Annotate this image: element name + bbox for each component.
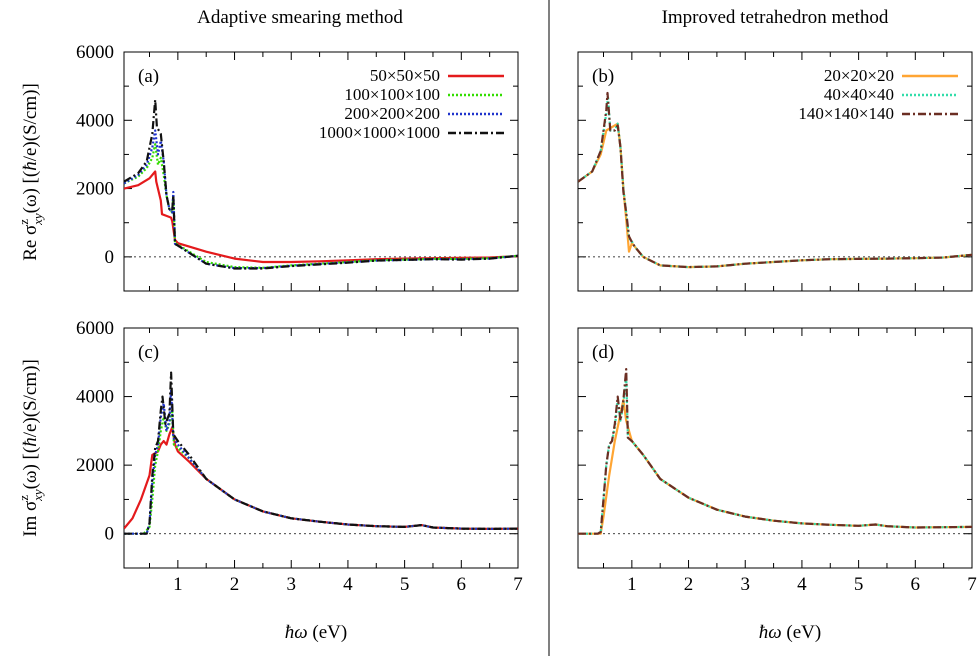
x-tick-label: 5 <box>400 574 410 595</box>
x-tick-label: 7 <box>967 574 977 595</box>
x-tick-label: 1 <box>173 574 183 595</box>
panel-label: (a) <box>138 66 159 87</box>
x-tick-label: 2 <box>684 574 694 595</box>
series-line <box>578 122 972 269</box>
y-tick-label: 6000 <box>76 42 114 63</box>
x-tick-label: 5 <box>854 574 864 595</box>
panel-label: (b) <box>592 66 614 87</box>
y-tick-label: 0 <box>105 524 115 545</box>
plot-frame <box>577 51 973 292</box>
chart-panel: 0 2000 4000 6000 (a) 50×50×50100×100×100200×2… <box>76 42 519 292</box>
column-title-left: Adaptive smearing method <box>197 7 403 28</box>
x-tick-label: 4 <box>343 574 353 595</box>
series-line <box>124 426 518 530</box>
y-tick-label: 6000 <box>76 318 114 339</box>
series-line <box>578 374 972 535</box>
panel-label: (c) <box>138 342 159 363</box>
series-line <box>124 409 518 535</box>
chart-panel: 0 2000 4000 6000 1 2 3 4 5 6 7 (c) <box>76 318 523 595</box>
legend-label: 200×200×200 <box>344 104 440 123</box>
series-line <box>578 368 972 535</box>
series-line <box>124 170 518 264</box>
legend-label: 50×50×50 <box>370 66 440 85</box>
y-tick-label: 2000 <box>76 455 114 476</box>
x-tick-label: 7 <box>513 574 523 595</box>
legend-label: 140×140×140 <box>798 104 894 123</box>
series-line <box>578 91 972 269</box>
x-tick-label: 1 <box>627 574 637 595</box>
legend-label: 100×100×100 <box>344 85 440 104</box>
series-line <box>124 98 518 270</box>
panel-label: (d) <box>592 342 614 363</box>
plot-frame <box>123 327 519 569</box>
y-tick-label: 4000 <box>76 110 114 131</box>
series-line <box>124 371 518 535</box>
x-tick-label: 2 <box>230 574 240 595</box>
x-axis-label-right: ħω (eV) <box>759 622 821 643</box>
plot-frame <box>123 51 519 292</box>
x-tick-label: 6 <box>457 574 467 595</box>
plot-frame <box>577 327 973 569</box>
y-tick-label: 4000 <box>76 387 114 408</box>
y-axis-label-top: Re σzxy(ω) [(ħ/e)(S/cm)] <box>16 83 45 261</box>
series-line <box>578 95 972 269</box>
series-line <box>124 143 518 269</box>
x-tick-label: 3 <box>740 574 750 595</box>
legend-label: 1000×1000×1000 <box>319 123 440 142</box>
y-tick-label: 2000 <box>76 179 114 200</box>
series-line <box>124 388 518 535</box>
legend-label: 40×40×40 <box>824 85 894 104</box>
x-tick-label: 3 <box>286 574 296 595</box>
x-tick-label: 6 <box>911 574 921 595</box>
x-tick-label: 4 <box>797 574 807 595</box>
chart-panel: 1 2 3 4 5 6 7 (d) <box>577 327 977 595</box>
y-axis-label-bottom: Im σzxy(ω) [(ħ/e)(S/cm)] <box>16 359 45 537</box>
series-line <box>578 398 972 535</box>
y-tick-label: 0 <box>105 247 115 268</box>
chart-panels: 0 2000 4000 6000 (a) 50×50×50100×100×100200×2… <box>76 42 977 595</box>
legend-label: 20×20×20 <box>824 66 894 85</box>
x-axis-label-left: ħω (eV) <box>285 622 347 643</box>
column-title-right: Improved tetrahedron method <box>662 7 889 28</box>
